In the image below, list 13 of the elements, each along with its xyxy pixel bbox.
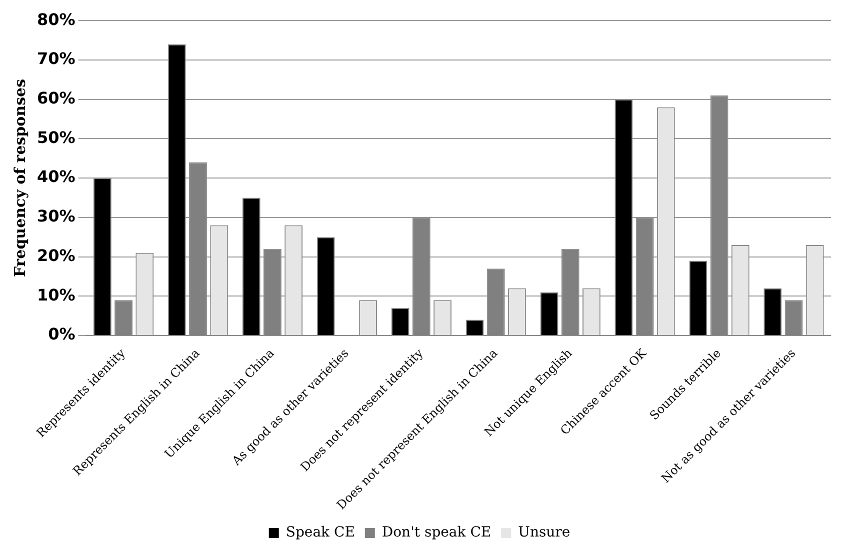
legend-label: Unsure: [518, 524, 570, 541]
y-tick-label: 10%: [37, 285, 76, 304]
y-tick-label: 30%: [37, 206, 76, 226]
y-tick-label: 70%: [37, 49, 76, 68]
legend-label: Don't speak CE: [382, 524, 492, 541]
y-axis-title: Frequency of responses: [10, 78, 29, 278]
legend-label: Speak CE: [286, 524, 355, 541]
y-tick-label: 80%: [37, 10, 76, 29]
y-tick-label: 60%: [37, 88, 76, 108]
y-tick-label: 20%: [37, 246, 76, 265]
y-tick-label: 0%: [48, 324, 76, 344]
y-tick-label: 40%: [37, 167, 76, 186]
y-tick-label: 50%: [37, 128, 76, 147]
